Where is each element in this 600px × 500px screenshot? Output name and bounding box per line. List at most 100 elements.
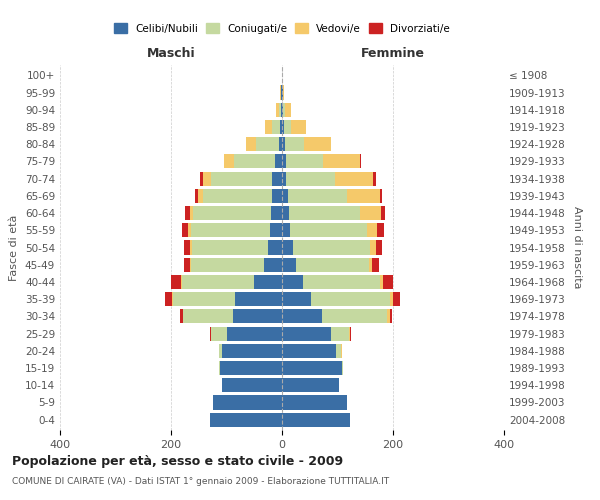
- Bar: [282, 344, 337, 358]
- Bar: [203, 172, 211, 185]
- Bar: [196, 189, 198, 203]
- Bar: [282, 378, 338, 392]
- Bar: [311, 292, 389, 306]
- Bar: [283, 86, 284, 100]
- Bar: [323, 154, 360, 168]
- Y-axis label: Anni di nascita: Anni di nascita: [572, 206, 582, 289]
- Bar: [282, 310, 322, 324]
- Text: Popolazione per età, sesso e stato civile - 2009: Popolazione per età, sesso e stato civil…: [12, 455, 343, 468]
- Bar: [282, 412, 350, 426]
- Bar: [331, 326, 349, 340]
- Bar: [369, 258, 373, 272]
- Bar: [172, 292, 173, 306]
- Bar: [289, 206, 360, 220]
- Bar: [188, 223, 191, 238]
- Bar: [282, 154, 286, 168]
- Bar: [282, 326, 331, 340]
- Bar: [296, 258, 369, 272]
- Bar: [287, 189, 347, 203]
- Bar: [282, 292, 311, 306]
- Bar: [198, 189, 203, 203]
- Bar: [285, 137, 304, 152]
- Bar: [380, 275, 383, 289]
- Bar: [282, 240, 293, 254]
- Y-axis label: Fasce di età: Fasce di età: [10, 214, 19, 280]
- Bar: [293, 240, 370, 254]
- Bar: [286, 154, 323, 168]
- Bar: [282, 172, 286, 185]
- Bar: [282, 223, 290, 238]
- Bar: [373, 258, 379, 272]
- Bar: [203, 189, 272, 203]
- Bar: [367, 223, 377, 238]
- Bar: [335, 172, 373, 185]
- Bar: [373, 172, 376, 185]
- Bar: [282, 137, 285, 152]
- Bar: [347, 189, 380, 203]
- Bar: [210, 412, 282, 426]
- Bar: [190, 258, 191, 272]
- Bar: [233, 310, 282, 324]
- Bar: [212, 396, 282, 409]
- Bar: [271, 206, 282, 220]
- Bar: [360, 154, 361, 168]
- Text: COMUNE DI CAIRATE (VA) - Dati ISTAT 1° gennaio 2009 - Elaborazione TUTTITALIA.IT: COMUNE DI CAIRATE (VA) - Dati ISTAT 1° g…: [12, 478, 389, 486]
- Bar: [173, 292, 235, 306]
- Bar: [283, 102, 286, 117]
- Bar: [182, 275, 254, 289]
- Bar: [200, 172, 203, 185]
- Bar: [182, 223, 188, 238]
- Bar: [322, 310, 388, 324]
- Bar: [370, 240, 376, 254]
- Bar: [220, 361, 282, 375]
- Bar: [342, 361, 343, 375]
- Bar: [377, 223, 383, 238]
- Bar: [272, 189, 282, 203]
- Text: Femmine: Femmine: [361, 47, 425, 60]
- Bar: [219, 344, 222, 358]
- Bar: [282, 258, 296, 272]
- Bar: [284, 120, 291, 134]
- Bar: [270, 223, 282, 238]
- Bar: [278, 102, 281, 117]
- Bar: [388, 310, 389, 324]
- Bar: [268, 240, 282, 254]
- Bar: [291, 120, 307, 134]
- Bar: [211, 326, 227, 340]
- Bar: [337, 344, 341, 358]
- Bar: [180, 310, 182, 324]
- Bar: [389, 310, 392, 324]
- Bar: [224, 154, 234, 168]
- Bar: [282, 120, 284, 134]
- Bar: [171, 275, 181, 289]
- Bar: [282, 189, 287, 203]
- Bar: [383, 275, 393, 289]
- Bar: [282, 361, 342, 375]
- Bar: [219, 361, 220, 375]
- Bar: [191, 223, 270, 238]
- Bar: [341, 344, 342, 358]
- Bar: [184, 258, 190, 272]
- Bar: [380, 189, 382, 203]
- Bar: [349, 326, 350, 340]
- Bar: [279, 137, 282, 152]
- Bar: [282, 206, 289, 220]
- Bar: [272, 120, 280, 134]
- Bar: [275, 154, 282, 168]
- Bar: [276, 102, 278, 117]
- Bar: [222, 344, 282, 358]
- Bar: [211, 172, 272, 185]
- Bar: [181, 275, 182, 289]
- Bar: [286, 102, 291, 117]
- Bar: [256, 137, 279, 152]
- Legend: Celibi/Nubili, Coniugati/e, Vedovi/e, Divorziati/e: Celibi/Nubili, Coniugati/e, Vedovi/e, Di…: [110, 19, 454, 38]
- Bar: [227, 326, 282, 340]
- Bar: [290, 223, 367, 238]
- Bar: [281, 102, 282, 117]
- Bar: [193, 206, 271, 220]
- Bar: [183, 310, 233, 324]
- Bar: [282, 396, 347, 409]
- Bar: [190, 206, 193, 220]
- Bar: [381, 206, 385, 220]
- Bar: [254, 275, 282, 289]
